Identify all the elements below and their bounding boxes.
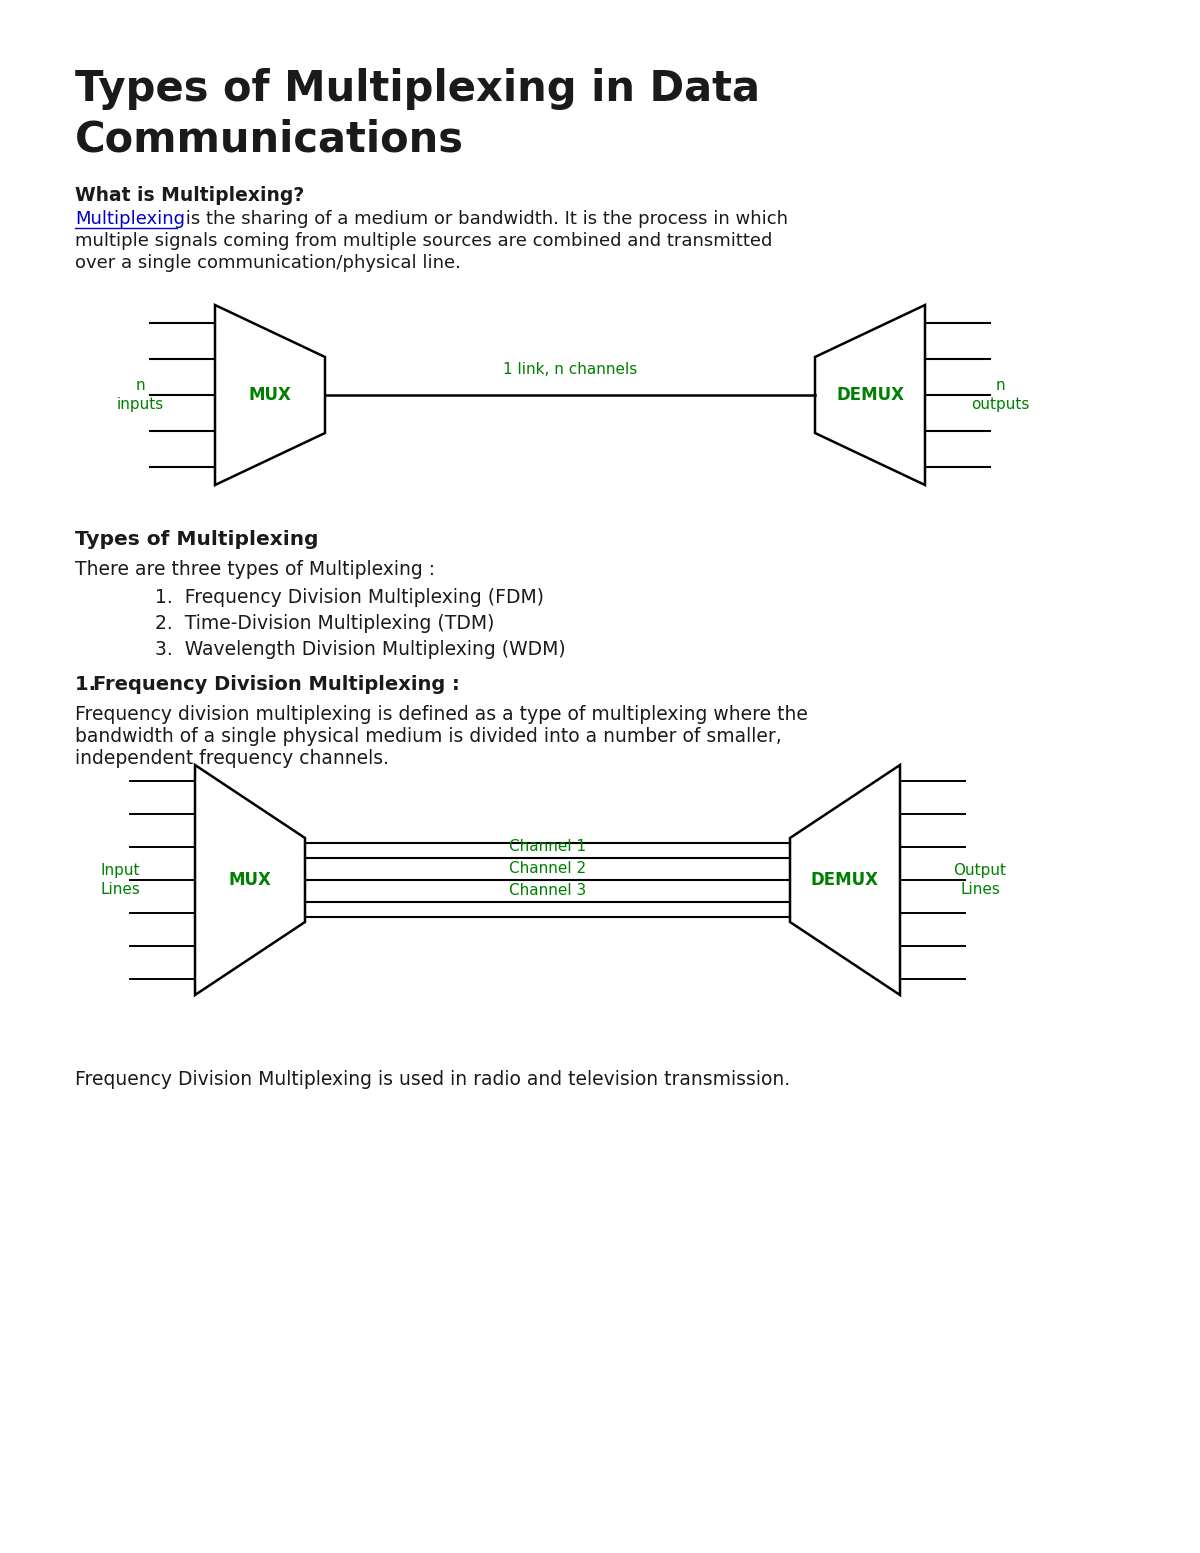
Text: Multiplexing: Multiplexing [74,210,185,228]
Text: multiple signals coming from multiple sources are combined and transmitted: multiple signals coming from multiple so… [74,231,773,250]
Text: Frequency Division Multiplexing :: Frequency Division Multiplexing : [94,676,460,694]
Text: MUX: MUX [228,871,271,888]
Text: Channel 1: Channel 1 [509,839,586,854]
Text: 1 link, n channels: 1 link, n channels [503,362,637,377]
Text: There are three types of Multiplexing :: There are three types of Multiplexing : [74,561,436,579]
Text: n
inputs: n inputs [116,377,163,413]
Text: Channel 3: Channel 3 [509,884,586,898]
Text: is the sharing of a medium or bandwidth. It is the process in which: is the sharing of a medium or bandwidth.… [180,210,788,228]
Text: 3.  Wavelength Division Multiplexing (WDM): 3. Wavelength Division Multiplexing (WDM… [155,640,565,658]
Text: MUX: MUX [248,387,292,404]
Text: n
outputs: n outputs [971,377,1030,413]
Text: DEMUX: DEMUX [836,387,904,404]
Text: 2.  Time-Division Multiplexing (TDM): 2. Time-Division Multiplexing (TDM) [155,613,494,634]
Text: over a single communication/physical line.: over a single communication/physical lin… [74,255,461,272]
Text: 1.  Frequency Division Multiplexing (FDM): 1. Frequency Division Multiplexing (FDM) [155,589,544,607]
Text: independent frequency channels.: independent frequency channels. [74,749,389,769]
Text: Channel 2: Channel 2 [509,860,586,876]
Text: Types of Multiplexing in Data: Types of Multiplexing in Data [74,68,760,110]
Text: DEMUX: DEMUX [811,871,878,888]
Text: Frequency division multiplexing is defined as a type of multiplexing where the: Frequency division multiplexing is defin… [74,705,808,724]
Text: Output
Lines: Output Lines [954,862,1007,898]
Text: 1.: 1. [74,676,103,694]
Text: Communications: Communications [74,118,464,160]
Text: Types of Multiplexing: Types of Multiplexing [74,530,318,550]
Text: Frequency Division Multiplexing is used in radio and television transmission.: Frequency Division Multiplexing is used … [74,1070,790,1089]
Text: What is Multiplexing?: What is Multiplexing? [74,186,305,205]
Text: Input
Lines: Input Lines [100,862,140,898]
Text: bandwidth of a single physical medium is divided into a number of smaller,: bandwidth of a single physical medium is… [74,727,781,745]
